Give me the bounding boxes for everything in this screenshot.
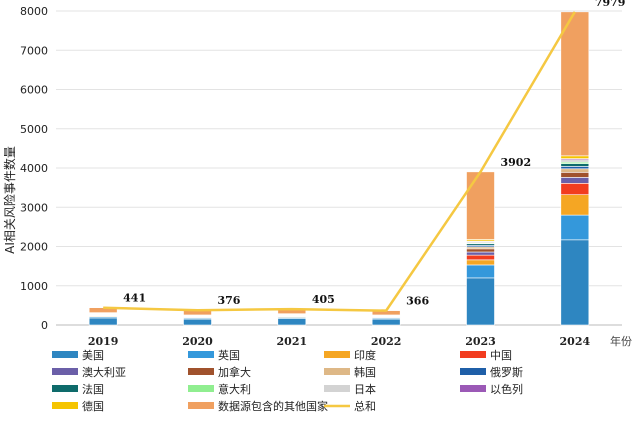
legend-swatch — [324, 368, 350, 375]
legend-swatch — [188, 385, 214, 392]
legend-label: 德国 — [82, 399, 104, 413]
legend-label: 俄罗斯 — [490, 366, 523, 379]
bar-segment — [88, 317, 118, 326]
bar-segment — [466, 277, 495, 326]
legend-label: 日本 — [354, 382, 376, 396]
total-data-label: 366 — [406, 295, 429, 308]
total-line — [103, 11, 576, 312]
legend-swatch — [52, 385, 78, 392]
y-axis-ticks: 0 1000 2000 3000 4000 5000 6000 7000 8000 — [20, 5, 48, 332]
legend-swatch — [188, 351, 214, 358]
bar-segment — [560, 155, 590, 159]
x-tick-label: 2023 — [465, 335, 496, 348]
x-tick-label: 2022 — [371, 335, 402, 348]
x-tick-label: 2019 — [88, 335, 119, 348]
bar-segment — [560, 159, 590, 163]
legend-label: 数据源包含的其他国家 — [218, 399, 328, 413]
legend-swatch — [324, 385, 350, 392]
legend-swatch — [52, 368, 78, 375]
total-data-label: 441 — [123, 292, 146, 305]
total-data-label: 405 — [312, 293, 335, 306]
legend-label: 意大利 — [218, 382, 251, 396]
bar-segment — [466, 259, 495, 266]
y-tick-label: 6000 — [20, 84, 48, 97]
x-axis-title: 年份 — [610, 334, 632, 348]
total-data-label: 3902 — [501, 156, 532, 169]
bar-segment — [560, 11, 590, 157]
legend-swatch — [324, 351, 350, 358]
y-tick-label: 1000 — [20, 280, 48, 293]
total-data-label: 376 — [218, 294, 241, 307]
y-tick-label: 5000 — [20, 123, 48, 136]
legend-label: 以色列 — [490, 382, 523, 396]
bars — [88, 11, 590, 326]
bar-segment — [466, 264, 495, 279]
legend-swatch — [52, 351, 78, 358]
bar-segment — [466, 248, 495, 253]
legend-label: 英国 — [218, 348, 240, 362]
legend-label: 总和 — [354, 399, 376, 413]
total-line-series — [103, 11, 576, 312]
bar-segment — [560, 168, 590, 173]
y-tick-label: 7000 — [20, 44, 48, 57]
legend-label: 韩国 — [354, 365, 376, 379]
bar-segment — [560, 177, 590, 184]
bar-segment — [560, 183, 590, 195]
grid-lines — [56, 10, 622, 326]
legend-label: 印度 — [354, 348, 376, 362]
data-labels: 441 376 405 366 3902 7979 — [123, 0, 625, 308]
y-tick-label: 2000 — [20, 241, 48, 254]
x-axis-ticks: 2019 2020 2021 2022 2023 2024 — [88, 335, 591, 348]
legend-label: 法国 — [82, 382, 104, 396]
x-tick-label: 2021 — [277, 335, 308, 348]
bar-segment — [560, 166, 590, 170]
x-tick-label: 2020 — [182, 335, 213, 348]
y-tick-label: 0 — [41, 319, 48, 332]
legend-swatch — [52, 402, 78, 409]
bar-segment — [183, 318, 212, 326]
total-data-label: 7979 — [595, 0, 626, 9]
y-tick-label: 8000 — [20, 5, 48, 18]
y-axis-title: AI相关风险事件数量 — [2, 146, 17, 254]
legend-swatch — [188, 402, 214, 409]
bar-segment — [560, 172, 590, 178]
y-tick-label: 4000 — [20, 162, 48, 175]
legend-label: 加拿大 — [218, 365, 251, 379]
legend-swatch — [460, 351, 486, 358]
bar-segment — [466, 254, 495, 261]
bar-segment — [560, 239, 590, 326]
bar-segment — [371, 318, 401, 326]
legend-swatch — [460, 368, 486, 375]
bar-segment — [560, 163, 590, 167]
legend-label: 中国 — [490, 349, 512, 362]
legend-label: 澳大利亚 — [82, 365, 126, 379]
x-tick-label: 2024 — [560, 335, 591, 348]
bar-segment — [560, 214, 590, 241]
bar-segment — [560, 194, 590, 216]
bar-segment — [277, 318, 307, 326]
bar-segment — [466, 251, 495, 256]
bar-segment — [466, 171, 495, 240]
legend-swatch — [460, 385, 486, 392]
legend-swatch — [188, 368, 214, 375]
y-tick-label: 3000 — [20, 201, 48, 214]
legend-label: 美国 — [82, 349, 104, 362]
